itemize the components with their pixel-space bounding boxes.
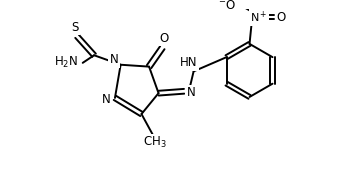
Text: CH$_3$: CH$_3$ — [143, 135, 166, 150]
Text: N$^+$: N$^+$ — [250, 10, 268, 25]
Text: N: N — [102, 93, 111, 106]
Text: N: N — [110, 54, 118, 66]
Text: $^{-}$O: $^{-}$O — [218, 0, 236, 13]
Text: H$_2$N: H$_2$N — [54, 55, 78, 70]
Text: O: O — [276, 11, 285, 24]
Text: HN: HN — [180, 56, 197, 69]
Text: O: O — [160, 32, 169, 45]
Text: N: N — [186, 86, 195, 99]
Text: S: S — [71, 21, 79, 34]
